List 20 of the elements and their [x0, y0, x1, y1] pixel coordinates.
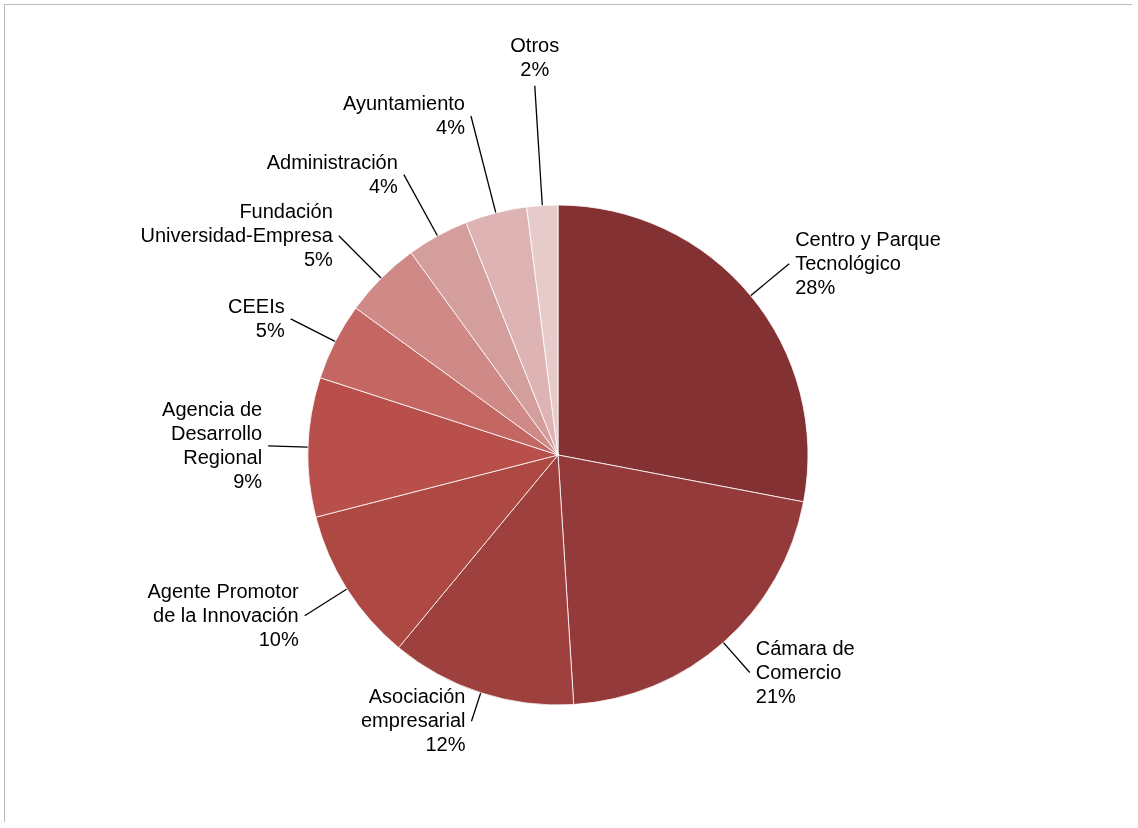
- data-label: 5%: [255, 318, 285, 341]
- slice-label: Agente Promotor de la Innovación: [147, 579, 300, 626]
- data-label: 2%: [520, 57, 550, 80]
- data-label: 10%: [258, 627, 299, 650]
- slice-label: CEEIs: [228, 294, 285, 317]
- data-label: 5%: [303, 247, 334, 270]
- data-label: 4%: [436, 116, 466, 138]
- slice-label: Agencia de Desarrollo Regional: [162, 397, 263, 468]
- slice-label: Ayuntamiento: [343, 92, 465, 114]
- data-label: 4%: [368, 174, 399, 197]
- slice-label: Centro y Parque Tecnológico: [795, 227, 941, 274]
- data-label: 9%: [233, 469, 263, 492]
- slice-label: Otros: [510, 33, 560, 56]
- data-label: 21%: [755, 684, 797, 707]
- slice-label: Asociación empresarial: [360, 685, 466, 732]
- data-label: 12%: [425, 733, 466, 756]
- data-label: 28%: [795, 275, 836, 298]
- slice-label: Cámara de Comercio: [755, 636, 855, 683]
- slice-label: Administración: [266, 150, 398, 173]
- slice-label: Fundación Universidad-Empresa: [140, 199, 334, 246]
